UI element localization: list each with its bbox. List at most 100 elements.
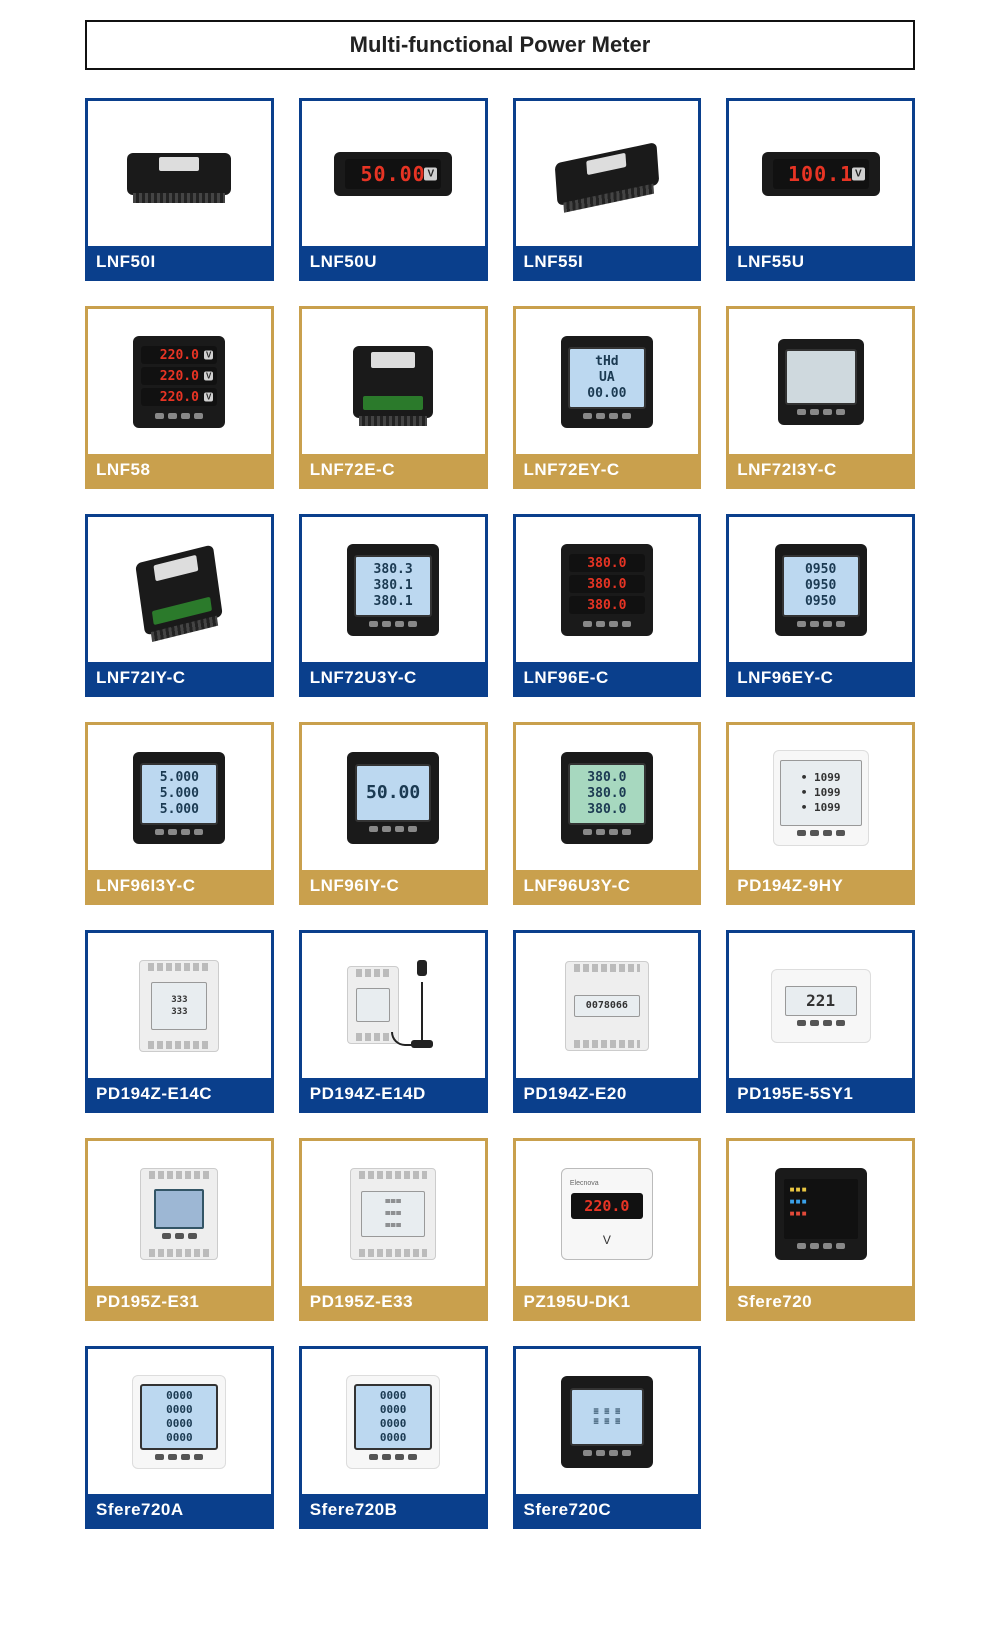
meter-graphic [547, 124, 667, 224]
product-label: LNF96U3Y-C [516, 870, 699, 902]
product-card[interactable]: 5.0005.0005.000 LNF96I3Y-C [85, 722, 274, 905]
product-image [516, 101, 699, 246]
meter-graphic: Elecnova220.0V [547, 1164, 667, 1264]
product-card[interactable]: LNF55I [513, 98, 702, 281]
product-label: PD195Z-E31 [88, 1286, 271, 1318]
product-card[interactable]: LNF72I3Y-C [726, 306, 915, 489]
product-label: PD194Z-E14D [302, 1078, 485, 1110]
product-image: 5.0005.0005.000 [88, 725, 271, 870]
meter-graphic: 095009500950 [761, 540, 881, 640]
product-image: 095009500950 [729, 517, 912, 662]
product-image: 0000000000000000 [88, 1349, 271, 1494]
product-card[interactable]: ========= PD195Z-E33 [299, 1138, 488, 1321]
meter-graphic: 380.3380.1380.1 [333, 540, 453, 640]
meter-graphic: 0000000000000000 [119, 1372, 239, 1472]
product-card[interactable]: 380.0380.0380.0LNF96U3Y-C [513, 722, 702, 905]
product-card[interactable]: 0078066PD194Z-E20 [513, 930, 702, 1113]
product-card[interactable]: LNF72IY-C [85, 514, 274, 697]
product-label: PD195E-5SY1 [729, 1078, 912, 1110]
product-card[interactable]: Elecnova220.0V PZ195U-DK1 [513, 1138, 702, 1321]
product-label: LNF96I3Y-C [88, 870, 271, 902]
product-image: 50.00 [302, 725, 485, 870]
product-label: PD195Z-E33 [302, 1286, 485, 1318]
product-card[interactable]: 221 PD195E-5SY1 [726, 930, 915, 1113]
product-label: Sfere720A [88, 1494, 271, 1526]
product-label: LNF50U [302, 246, 485, 278]
catalog-container: Multi-functional Power Meter LNF50I 50.00… [85, 20, 915, 1529]
product-image: 50.00V [302, 101, 485, 246]
product-image: • 1099• 1099• 1099 [729, 725, 912, 870]
meter-graphic [333, 956, 453, 1056]
product-card[interactable]: 220.0V220.0V220.0V LNF58 [85, 306, 274, 489]
product-card[interactable]: tHdUA00.00 LNF72EY-C [513, 306, 702, 489]
product-card[interactable]: 380.3380.1380.1 LNF72U3Y-C [299, 514, 488, 697]
meter-graphic: • 1099• 1099• 1099 [761, 748, 881, 848]
product-card[interactable]: 333333 PD194Z-E14C [85, 930, 274, 1113]
meter-graphic: 50.00 [333, 748, 453, 848]
product-card[interactable]: 0000000000000000 Sfere720A [85, 1346, 274, 1529]
meter-graphic: 221 [761, 956, 881, 1056]
product-card[interactable]: 095009500950 LNF96EY-C [726, 514, 915, 697]
product-image [729, 309, 912, 454]
product-label: PZ195U-DK1 [516, 1286, 699, 1318]
product-image [302, 309, 485, 454]
meter-graphic: 5.0005.0005.000 [119, 748, 239, 848]
product-card[interactable]: LNF72E-C [299, 306, 488, 489]
product-label: Sfere720B [302, 1494, 485, 1526]
product-image: Elecnova220.0V [516, 1141, 699, 1286]
meter-graphic: 0000000000000000 [333, 1372, 453, 1472]
meter-graphic: 220.0V220.0V220.0V [119, 332, 239, 432]
product-image [88, 101, 271, 246]
product-card[interactable]: 380.0380.0380.0 LNF96E-C [513, 514, 702, 697]
product-grid: LNF50I 50.00V LNF50U LNF55I 100.1VLNF55U 220.… [85, 98, 915, 1529]
product-card[interactable]: LNF50I [85, 98, 274, 281]
meter-graphic: ■ ■ ■■ ■ ■■ ■ ■ [761, 1164, 881, 1264]
product-card[interactable]: • 1099• 1099• 1099PD194Z-9HY [726, 722, 915, 905]
product-label: LNF55I [516, 246, 699, 278]
product-card[interactable]: 50.00LNF96IY-C [299, 722, 488, 905]
product-image: 221 [729, 933, 912, 1078]
product-label: Sfere720 [729, 1286, 912, 1318]
meter-graphic: ≡ ≡ ≡≡ ≡ ≡ [547, 1372, 667, 1472]
meter-graphic [119, 124, 239, 224]
product-image: 100.1V [729, 101, 912, 246]
product-card[interactable]: PD194Z-E14D [299, 930, 488, 1113]
product-card[interactable]: 50.00V LNF50U [299, 98, 488, 281]
product-label: LNF72EY-C [516, 454, 699, 486]
product-label: LNF72I3Y-C [729, 454, 912, 486]
meter-graphic: ========= [333, 1164, 453, 1264]
meter-graphic: 333333 [119, 956, 239, 1056]
product-label: LNF58 [88, 454, 271, 486]
product-card[interactable]: PD195Z-E31 [85, 1138, 274, 1321]
product-label: LNF96E-C [516, 662, 699, 694]
product-label: LNF72U3Y-C [302, 662, 485, 694]
product-label: Sfere720C [516, 1494, 699, 1526]
product-card[interactable]: 100.1VLNF55U [726, 98, 915, 281]
meter-graphic: 50.00V [333, 124, 453, 224]
product-label: PD194Z-E20 [516, 1078, 699, 1110]
product-image: 220.0V220.0V220.0V [88, 309, 271, 454]
product-image [88, 1141, 271, 1286]
meter-graphic [119, 540, 239, 640]
product-label: LNF96EY-C [729, 662, 912, 694]
product-image: ■ ■ ■■ ■ ■■ ■ ■ [729, 1141, 912, 1286]
meter-graphic: 380.0380.0380.0 [547, 540, 667, 640]
product-image: ≡ ≡ ≡≡ ≡ ≡ [516, 1349, 699, 1494]
page-title: Multi-functional Power Meter [85, 20, 915, 70]
product-label: LNF72E-C [302, 454, 485, 486]
product-label: LNF72IY-C [88, 662, 271, 694]
product-card[interactable]: 0000000000000000 Sfere720B [299, 1346, 488, 1529]
product-image: 0078066 [516, 933, 699, 1078]
meter-graphic [333, 332, 453, 432]
product-image: tHdUA00.00 [516, 309, 699, 454]
product-image: 333333 [88, 933, 271, 1078]
product-card[interactable]: ≡ ≡ ≡≡ ≡ ≡ Sfere720C [513, 1346, 702, 1529]
product-card[interactable]: ■ ■ ■■ ■ ■■ ■ ■ Sfere720 [726, 1138, 915, 1321]
product-image [302, 933, 485, 1078]
product-label: PD194Z-E14C [88, 1078, 271, 1110]
product-image [88, 517, 271, 662]
meter-graphic: 100.1V [761, 124, 881, 224]
meter-graphic: tHdUA00.00 [547, 332, 667, 432]
meter-graphic [761, 332, 881, 432]
product-label: LNF50I [88, 246, 271, 278]
